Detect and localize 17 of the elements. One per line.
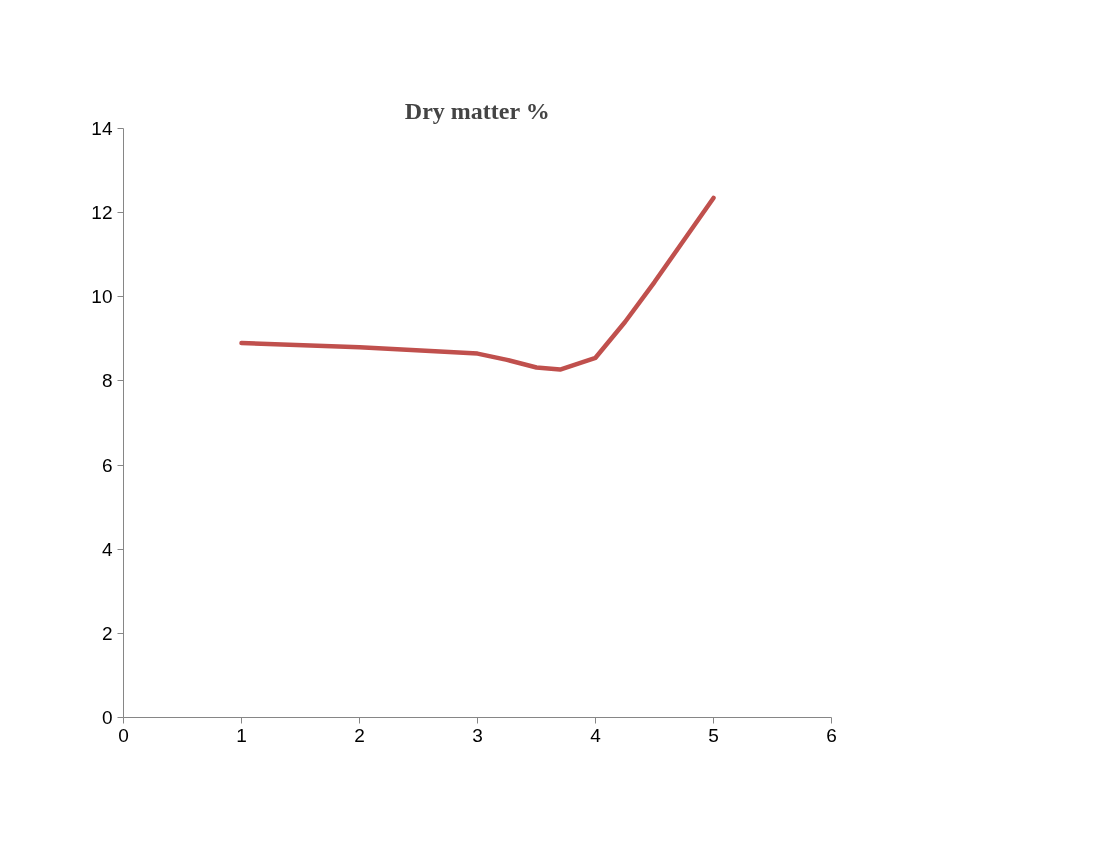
y-tick-label: 10 — [91, 286, 113, 308]
x-tick-label: 5 — [708, 724, 719, 746]
x-tick-label: 0 — [118, 724, 129, 746]
y-tick-label: 12 — [91, 202, 113, 224]
y-tick-label: 14 — [91, 118, 113, 139]
x-tick-label: 4 — [590, 724, 602, 746]
x-tick-label: 3 — [472, 724, 483, 746]
chart-title: Dry matter % — [404, 97, 550, 124]
line-series — [239, 195, 716, 372]
y-tick-label: 2 — [101, 622, 113, 644]
x-tick-label: 6 — [826, 724, 837, 746]
x-tick-label: 1 — [236, 724, 247, 746]
y-tick-label: 6 — [101, 454, 113, 476]
y-tick-label: 4 — [101, 538, 113, 560]
y-tick-label: 8 — [101, 370, 113, 392]
y-tick-label: 0 — [101, 707, 113, 728]
x-tick-label: 2 — [354, 724, 365, 746]
